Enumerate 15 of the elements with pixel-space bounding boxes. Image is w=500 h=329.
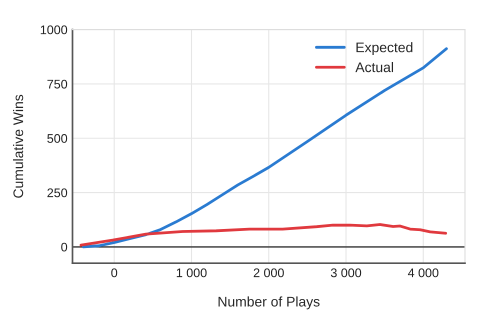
x-tick-label: 0	[111, 268, 118, 278]
legend-label: Actual	[355, 62, 394, 72]
line-series	[80, 223, 448, 247]
x-tick-label: 3 000	[330, 268, 362, 278]
x-axis-title: Number of Plays	[218, 296, 320, 310]
y-tick-label: 250	[47, 188, 68, 198]
x-tick-label: 1 000	[176, 268, 207, 278]
legend-label: Expected	[356, 42, 412, 56]
y-tick-label: 750	[47, 80, 68, 89]
y-tick-label: 500	[47, 134, 68, 143]
y-axis-title: Cumulative Wins	[13, 94, 24, 198]
y-tick-label: 1000	[40, 25, 68, 34]
x-tick-label: 4 000	[408, 268, 438, 278]
y-tick-label: 0	[61, 242, 68, 252]
x-tick-label: 2 000	[254, 268, 284, 278]
